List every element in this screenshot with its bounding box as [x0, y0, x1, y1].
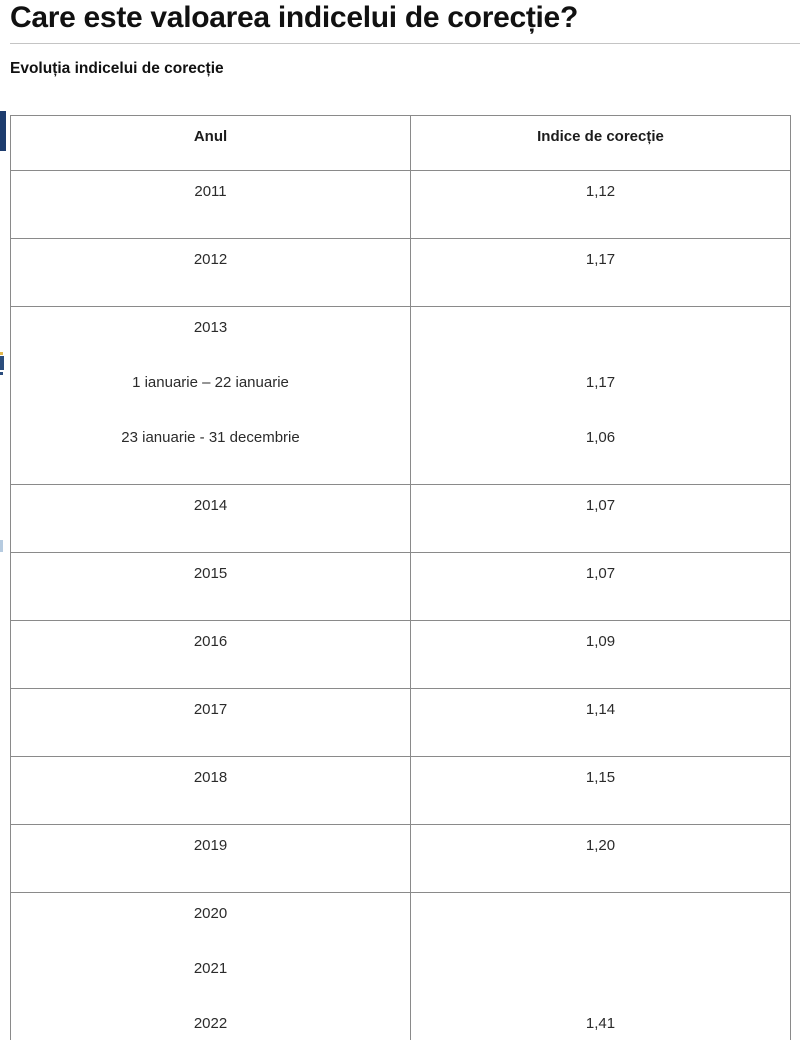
- value-cell: 1,20: [410, 824, 791, 893]
- value-line: 1,06: [585, 429, 616, 446]
- value-line: 1,07: [585, 565, 616, 582]
- table-row: 2012 1,17: [10, 238, 791, 307]
- value-line: 1,15: [585, 769, 616, 786]
- page-title: Care este valoarea indicelui de corecție…: [10, 1, 578, 34]
- title-divider: [10, 43, 800, 44]
- value-cell: 1,07: [410, 552, 791, 621]
- table-row: 2015 1,07: [10, 552, 791, 621]
- year-cell: 2011: [10, 170, 411, 239]
- year-cell: 2016: [10, 620, 411, 689]
- value-line: 1,17: [585, 374, 616, 391]
- year-line: 2016: [193, 633, 228, 650]
- year-line: 2022: [193, 1015, 228, 1032]
- value-line: 1,09: [585, 633, 616, 650]
- value-line: [416, 905, 785, 923]
- year-cell: 2019: [10, 824, 411, 893]
- table-row: 2016 1,09: [10, 620, 791, 689]
- table-header-row: Anul Indice de corecție: [10, 115, 791, 171]
- navy-bar-icon: [0, 356, 4, 370]
- year-cell: 20202021202220232024: [10, 892, 411, 1040]
- table-row: 2017 1,14: [10, 688, 791, 757]
- value-line: [416, 960, 785, 978]
- year-cell: 2013 1 ianuarie – 22 ianuarie 23 ianuarie …: [10, 306, 411, 485]
- year-line: 23 ianuarie - 31 decembrie: [121, 429, 300, 446]
- table-row: 2014 1,07: [10, 484, 791, 553]
- value-line: 1,07: [585, 497, 616, 514]
- table-body: 2011 1,12 2012 1,17 2013 1 ianuarie – 22 ianu…: [10, 170, 791, 1040]
- value-cell: 1,14: [410, 688, 791, 757]
- year-line: 1 ianuarie – 22 ianuarie: [132, 374, 289, 391]
- yellow-dot-icon: [0, 352, 3, 355]
- value-cell: 1,07: [410, 484, 791, 553]
- table-row: 2011 1,12: [10, 170, 791, 239]
- value-cell: 1,41: [410, 892, 791, 1040]
- year-line: 2014: [193, 497, 228, 514]
- year-line: 2021: [193, 960, 228, 977]
- value-cell: 1,17 1,06: [410, 306, 791, 485]
- value-line: 1,41: [585, 1015, 616, 1032]
- table-row: 2019 1,20: [10, 824, 791, 893]
- navy-dot-icon: [0, 372, 3, 375]
- year-cell: 2017: [10, 688, 411, 757]
- value-cell: 1,15: [410, 756, 791, 825]
- year-line: 2019: [193, 837, 228, 854]
- year-line: 2018: [193, 769, 228, 786]
- section-subtitle: Evoluția indicelui de corecție: [10, 60, 224, 77]
- year-column-header: Anul: [10, 115, 411, 171]
- value-cell: 1,09: [410, 620, 791, 689]
- year-line: 2020: [193, 905, 228, 922]
- value-line: 1,17: [585, 251, 616, 268]
- year-line: 2017: [193, 701, 228, 718]
- value-line: [416, 319, 785, 337]
- faint-fragment-icon: [0, 540, 3, 552]
- year-cell: 2014: [10, 484, 411, 553]
- navy-block-fragment-icon: [0, 111, 6, 151]
- cropped-sidebar-fragment-icon: [0, 352, 5, 375]
- year-cell: 2015: [10, 552, 411, 621]
- value-cell: 1,12: [410, 170, 791, 239]
- year-line: 2013: [193, 319, 228, 336]
- year-line: 2012: [193, 251, 228, 268]
- value-line: 1,20: [585, 837, 616, 854]
- value-line: 1,14: [585, 701, 616, 718]
- year-line: 2011: [194, 183, 227, 200]
- year-cell: 2012: [10, 238, 411, 307]
- year-line: 2015: [193, 565, 228, 582]
- table-row: 20202021202220232024 1,41: [10, 892, 791, 1040]
- value-column-header: Indice de corecție: [410, 115, 791, 171]
- correction-index-table: Anul Indice de corecție 2011 1,12 2012 1,17…: [10, 115, 791, 1040]
- value-line: 1,12: [585, 183, 616, 200]
- table-row: 2018 1,15: [10, 756, 791, 825]
- year-cell: 2018: [10, 756, 411, 825]
- table-row: 2013 1 ianuarie – 22 ianuarie 23 ianuarie …: [10, 306, 791, 485]
- value-cell: 1,17: [410, 238, 791, 307]
